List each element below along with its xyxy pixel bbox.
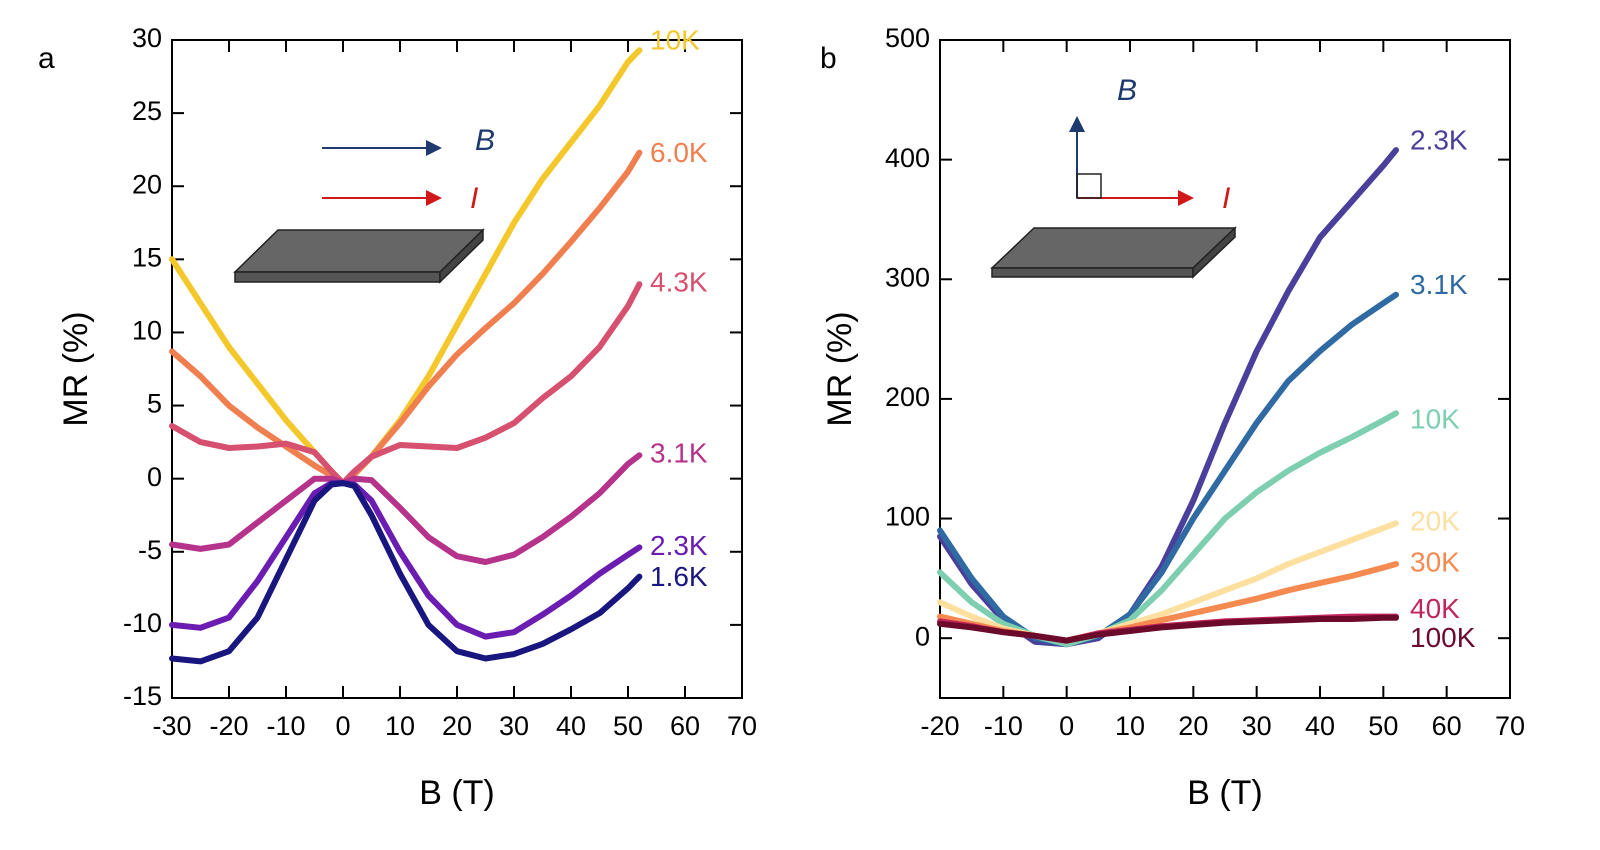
y-tick-label: 0	[147, 462, 162, 492]
annotation: B	[1117, 74, 1137, 107]
x-tick-label: 60	[670, 711, 700, 741]
series-label: 10K	[1410, 404, 1460, 435]
x-tick-label: 50	[613, 711, 643, 741]
data-line	[169, 452, 643, 565]
x-tick-label: 30	[499, 711, 529, 741]
x-tick-label: 40	[556, 711, 586, 741]
y-axis-label: MR (%)	[821, 311, 859, 426]
series-label: 30K	[1410, 546, 1460, 577]
x-tick-label: 40	[1305, 711, 1335, 741]
inset-b	[990, 116, 1237, 279]
x-tick-label: 70	[727, 711, 757, 741]
data-line	[937, 147, 1399, 648]
x-tick-label: -20	[920, 711, 959, 741]
series-label: 100K	[1410, 622, 1476, 653]
series-label: 2.3K	[1410, 124, 1468, 155]
x-tick-label: 70	[1495, 711, 1525, 741]
y-tick-label: 15	[132, 242, 162, 272]
x-tick-label: 60	[1432, 711, 1462, 741]
y-tick-label: 100	[885, 502, 930, 532]
panel: -20 -10 0 10 20 30 40 50 60 70 0 100 200 300 400 500 2.3…	[820, 23, 1525, 812]
series-label: 4.3K	[650, 267, 708, 298]
y-tick-label: 0	[915, 621, 930, 651]
y-tick-label: -15	[123, 681, 162, 711]
y-tick-label: 200	[885, 382, 930, 412]
annotation: I	[470, 182, 478, 215]
inset-a	[233, 140, 485, 284]
x-tick-label: 50	[1368, 711, 1398, 741]
series-label: 40K	[1410, 593, 1460, 624]
data-line	[169, 480, 643, 640]
x-tick-label: -30	[152, 711, 191, 741]
x-tick-label: 20	[442, 711, 472, 741]
x-axis-label: B (T)	[1187, 774, 1263, 812]
y-tick-label: 10	[132, 316, 162, 346]
series-label: 6.0K	[650, 137, 708, 168]
series-label: 3.1K	[1410, 269, 1468, 300]
y-tick-label: 30	[132, 23, 162, 53]
y-tick-label: -5	[138, 535, 162, 565]
x-tick-label: 0	[1059, 711, 1074, 741]
x-tick-label: 0	[335, 711, 350, 741]
x-axis-label: B (T)	[419, 774, 495, 812]
panel-label: a	[38, 42, 55, 75]
y-tick-label: -10	[123, 608, 162, 638]
y-tick-label: 500	[885, 23, 930, 53]
series-label: 20K	[1410, 506, 1460, 537]
series-label: 2.3K	[650, 530, 708, 561]
series-label: 1.6K	[650, 561, 708, 592]
plot-frame	[939, 39, 1511, 699]
x-tick-label: 10	[1115, 711, 1145, 741]
x-tick-label: 10	[385, 711, 415, 741]
y-axis-label: MR (%)	[57, 311, 95, 426]
series-label: 3.1K	[650, 438, 708, 469]
x-tick-label: -10	[984, 711, 1023, 741]
annotation: I	[1222, 182, 1230, 215]
y-tick-label: 20	[132, 169, 162, 199]
data-line	[937, 614, 1399, 644]
panel-label: b	[820, 42, 837, 75]
y-tick-label: 5	[147, 389, 162, 419]
x-tick-label: 30	[1242, 711, 1272, 741]
data-line	[169, 480, 643, 665]
panel: -30 -20 -10 0 10 20 30 40 50 60 70 -15 -10 -5 0 5 10 15 20…	[38, 23, 757, 812]
data-line	[169, 149, 643, 487]
x-tick-label: 20	[1178, 711, 1208, 741]
data-line	[169, 281, 643, 487]
data-line	[937, 291, 1399, 648]
annotation: B	[475, 124, 495, 157]
x-tick-label: -20	[209, 711, 248, 741]
y-tick-label: 400	[885, 143, 930, 173]
series-label: 10K	[650, 25, 700, 56]
x-tick-label: -10	[266, 711, 305, 741]
y-tick-label: 25	[132, 96, 162, 126]
y-tick-label: 300	[885, 262, 930, 292]
